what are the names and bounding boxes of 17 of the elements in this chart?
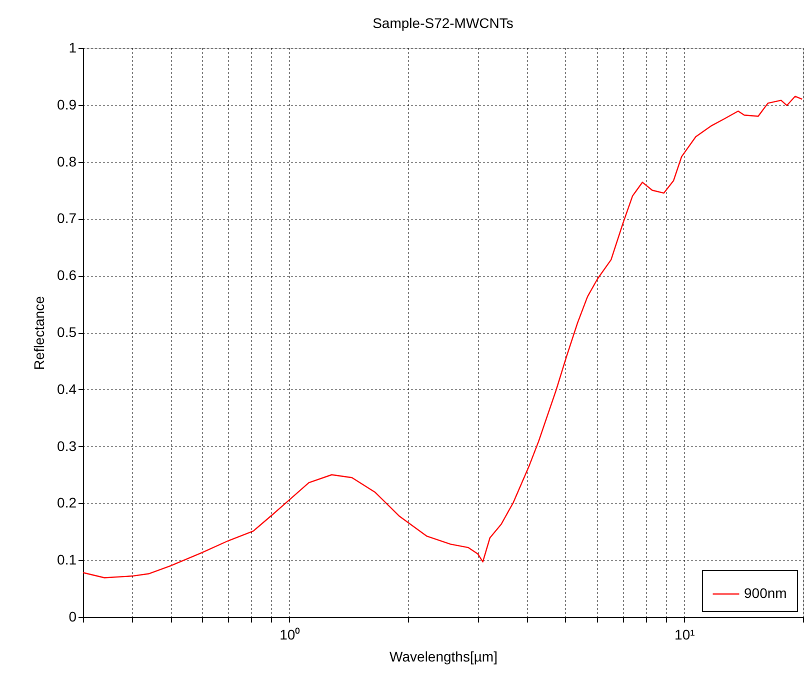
y-tick-label: 1 (68, 40, 77, 56)
y-tick-label: 0.7 (57, 210, 77, 226)
y-tick-label: 0 (68, 608, 77, 624)
y-tick-label: 0.1 (57, 552, 77, 568)
y-tick-label: 0.8 (57, 153, 77, 170)
y-axis-title: Reflectance (31, 296, 48, 370)
y-tick-label: 0.3 (57, 438, 77, 454)
y-tick-label: 0.9 (57, 96, 77, 112)
x-tick-label: 10⁰ (280, 626, 300, 642)
y-tick-label: 0.6 (57, 267, 77, 284)
y-tick-label: 0.5 (57, 324, 77, 340)
y-tick-label: 0.2 (57, 494, 77, 511)
legend-label: 900nm (744, 585, 787, 601)
chart-title: Sample-S72-MWCNTs (372, 15, 514, 31)
x-tick-label: 10¹ (674, 626, 696, 642)
x-axis-title: Wavelengths[µm] (390, 648, 498, 664)
y-tick-label: 0.4 (57, 380, 77, 397)
